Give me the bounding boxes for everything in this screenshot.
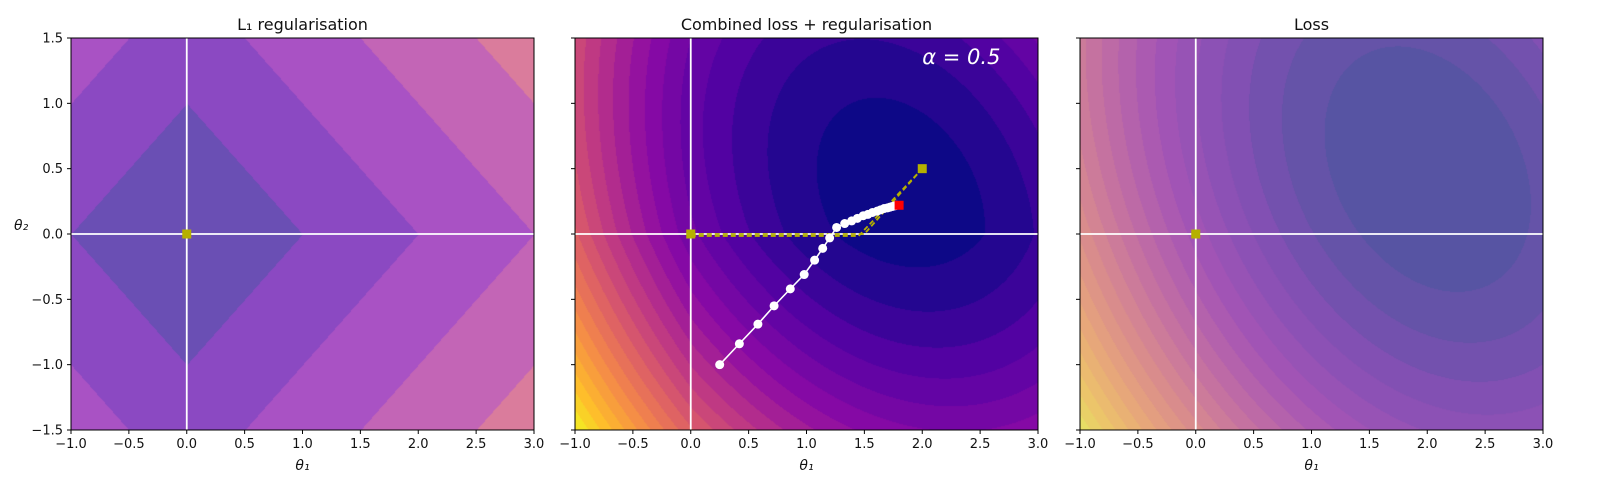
x-tick-label-0: −1.0	[1064, 437, 1096, 452]
panel-title: Loss	[1294, 15, 1329, 34]
x-axis-label: θ₁	[799, 458, 813, 474]
descent-path-point-2	[753, 319, 763, 329]
x-tick-label-6: 2.0	[408, 437, 429, 452]
marker-0	[1191, 229, 1201, 239]
descent-path-point-5	[799, 270, 809, 280]
x-tick-label-3: 0.5	[738, 437, 759, 452]
x-tick-label-1: −0.5	[1122, 437, 1154, 452]
y-tick-label-4: −0.5	[31, 293, 63, 308]
x-tick-label-5: 1.5	[854, 437, 875, 452]
marker-0	[182, 229, 192, 239]
x-tick-label-5: 1.5	[1359, 437, 1380, 452]
y-tick-label-6: −1.5	[31, 424, 63, 439]
y-tick-label-1: 1.0	[42, 97, 63, 112]
loss-panel: −1.0 −0.5 0.0 0.5 1.0 1.5 2.0 2.5 3.0 Loss θ₁	[1064, 15, 1553, 474]
x-tick-label-4: 1.0	[796, 437, 817, 452]
x-tick-label-2: 0.0	[680, 437, 701, 452]
descent-path-point-8	[825, 233, 835, 243]
y-tick-label-3: 0.0	[42, 228, 63, 243]
x-tick-label-7: 2.5	[466, 437, 487, 452]
marker-1	[917, 164, 927, 174]
y-tick-label-2: 0.5	[42, 162, 63, 177]
descent-path-point-1	[734, 339, 744, 349]
x-tick-label-8: 3.0	[524, 437, 545, 452]
x-axis-label: θ₁	[1304, 458, 1318, 474]
descent-path-point-3	[769, 301, 779, 311]
descent-path-point-10	[840, 219, 850, 229]
x-tick-label-2: 0.0	[176, 437, 197, 452]
x-tick-label-7: 2.5	[1475, 437, 1496, 452]
x-tick-label-8: 3.0	[1028, 437, 1049, 452]
y-tick-label-5: −1.0	[31, 358, 63, 373]
x-tick-label-3: 0.5	[234, 437, 255, 452]
panel-title: L₁ regularisation	[237, 15, 368, 34]
y-tick-label-0: 1.5	[42, 32, 63, 47]
descent-path-point-7	[818, 243, 828, 253]
x-tick-label-2: 0.0	[1185, 437, 1206, 452]
x-tick-label-0: −1.0	[559, 437, 591, 452]
x-tick-label-5: 1.5	[350, 437, 371, 452]
marker-0	[686, 229, 696, 239]
x-tick-label-4: 1.0	[292, 437, 313, 452]
x-tick-label-1: −0.5	[617, 437, 649, 452]
descent-path-point-4	[785, 284, 795, 294]
panel-title: Combined loss + regularisation	[681, 15, 932, 34]
x-tick-label-3: 0.5	[1243, 437, 1264, 452]
alpha-annotation: α = 0.5	[922, 45, 1000, 69]
marker-2	[894, 200, 904, 210]
x-tick-label-7: 2.5	[970, 437, 991, 452]
descent-path-point-0	[715, 360, 725, 370]
y-axis-label: θ₂	[14, 218, 29, 234]
x-tick-label-6: 2.0	[1417, 437, 1438, 452]
descent-path-point-6	[810, 255, 820, 265]
x-tick-label-1: −0.5	[113, 437, 145, 452]
combined-loss-panel: −1.0 −0.5 0.0 0.5 1.0 1.5 2.0 2.5 3.0 Combined lo…	[559, 15, 1048, 474]
x-axis-label: θ₁	[295, 458, 309, 474]
x-tick-label-4: 1.0	[1301, 437, 1322, 452]
x-tick-label-6: 2.0	[912, 437, 933, 452]
l1-regularisation-panel: −1.0 −0.5 0.0 0.5 1.0 1.5 2.0 2.5 3.0 1.5 1.0 0.5 0.…	[14, 15, 544, 474]
dashed-path-0	[690, 168, 923, 235]
descent-path-point-9	[832, 222, 842, 232]
x-tick-label-8: 3.0	[1533, 437, 1554, 452]
x-tick-label-0: −1.0	[55, 437, 87, 452]
